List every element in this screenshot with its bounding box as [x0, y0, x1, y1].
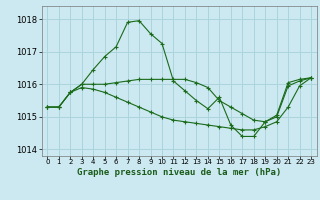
X-axis label: Graphe pression niveau de la mer (hPa): Graphe pression niveau de la mer (hPa) [77, 168, 281, 177]
